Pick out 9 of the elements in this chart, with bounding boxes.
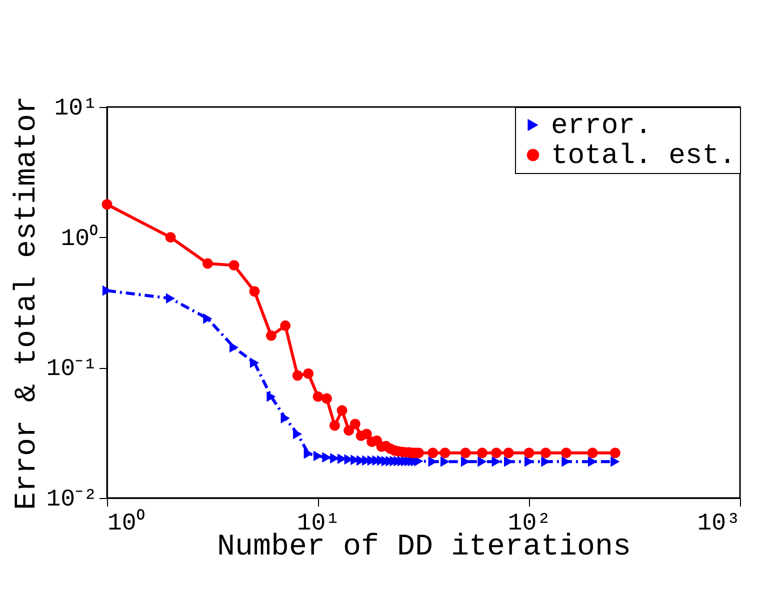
y-axis-title: Error & total estimator bbox=[10, 96, 44, 510]
x-tick-label: 10³ bbox=[697, 510, 740, 538]
y-tick-label: 10⁻² bbox=[46, 486, 98, 514]
legend-label: error. bbox=[551, 111, 652, 142]
y-tick-label: 10¹ bbox=[54, 96, 98, 122]
y-tick-label: 10⁻¹ bbox=[46, 356, 98, 384]
y-tick-label: 10⁰ bbox=[60, 224, 98, 253]
legend-label: total. est. bbox=[551, 141, 736, 172]
x-tick-label: 10⁰ bbox=[108, 508, 144, 538]
